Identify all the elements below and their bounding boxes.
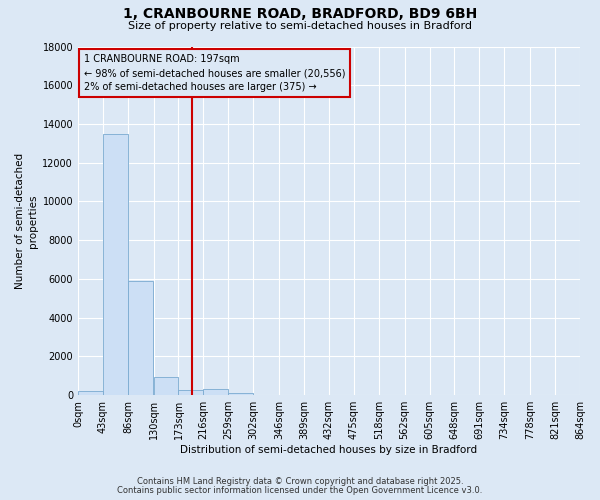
Text: 1, CRANBOURNE ROAD, BRADFORD, BD9 6BH: 1, CRANBOURNE ROAD, BRADFORD, BD9 6BH — [123, 8, 477, 22]
Bar — [78, 392, 103, 395]
Bar — [203, 389, 229, 395]
Y-axis label: Number of semi-detached
properties: Number of semi-detached properties — [15, 153, 38, 289]
Bar — [128, 281, 153, 395]
Text: Contains public sector information licensed under the Open Government Licence v3: Contains public sector information licen… — [118, 486, 482, 495]
Text: 1 CRANBOURNE ROAD: 197sqm
← 98% of semi-detached houses are smaller (20,556)
2% : 1 CRANBOURNE ROAD: 197sqm ← 98% of semi-… — [84, 54, 345, 92]
Bar — [229, 392, 253, 395]
Bar — [154, 377, 178, 395]
Text: Size of property relative to semi-detached houses in Bradford: Size of property relative to semi-detach… — [128, 21, 472, 31]
Text: Contains HM Land Registry data © Crown copyright and database right 2025.: Contains HM Land Registry data © Crown c… — [137, 477, 463, 486]
Bar — [178, 390, 203, 395]
X-axis label: Distribution of semi-detached houses by size in Bradford: Distribution of semi-detached houses by … — [181, 445, 478, 455]
Bar — [103, 134, 128, 395]
